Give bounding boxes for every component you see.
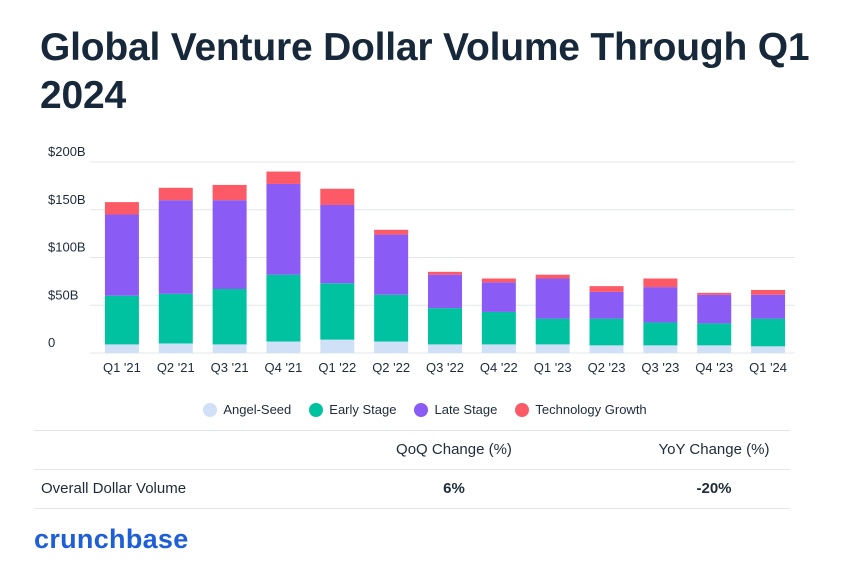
x-tick-label: Q3 '23 [641,360,679,375]
y-tick-label: $150B [48,192,86,207]
x-tick-label: Q1 '23 [534,360,572,375]
bar-segment [266,171,301,184]
x-tick-label: Q1 '21 [103,360,141,375]
bar-segment [428,344,462,353]
bar-segment [320,204,355,284]
y-tick-label: $100B [48,240,86,255]
table-header-row: QoQ Change (%) YoY Change (%) [34,430,790,469]
table-row: Overall Dollar Volume 6% -20% [34,469,790,509]
legend-swatch [515,402,530,417]
x-tick-label: Q1 '22 [318,360,356,375]
bar-segment [481,311,516,345]
bar-segment [212,200,247,290]
x-tick-label: Q3 '22 [426,360,464,375]
x-tick-label: Q3 '21 [211,360,249,375]
bar-segment [697,345,732,353]
x-tick-label: Q1 '24 [749,360,787,375]
legend-label: Angel-Seed [223,402,292,417]
bar-segment [751,289,786,295]
legend-swatch [309,402,324,417]
legend-item: Early Stage [309,402,396,417]
bar-segment [535,318,570,345]
legend-label: Late Stage [434,402,498,417]
bar-segment [266,183,301,275]
table-header-qoq: QoQ Change (%) [396,441,512,458]
table-row-qoq: 6% [443,480,465,497]
y-tick-label: $50B [48,287,78,302]
bar-segment [158,293,193,344]
bar-segment [428,308,462,345]
bar-segment [643,322,678,346]
bar-segment [589,345,624,353]
y-tick-label: 0 [48,335,55,350]
bar-segment [320,339,355,353]
x-tick-label: Q4 '23 [695,360,733,375]
bar-segment [374,229,409,235]
table-header-yoy: YoY Change (%) [658,441,770,458]
bar-segment [104,202,139,215]
y-tick-label: $200B [48,144,86,159]
bar-segment [643,345,678,353]
bar-segment [104,214,139,296]
bar-segment [751,294,786,319]
bar-segment [158,187,193,201]
bar-segment [697,294,732,324]
crunchbase-logo: crunchbase [34,524,189,554]
bar-segment [481,278,516,283]
x-tick-label: Q2 '22 [372,360,410,375]
legend: Angel-Seed Early Stage Late Stage Technolog… [0,402,850,417]
bar-segment [643,287,678,323]
bar-segment [320,283,355,340]
bar-segment [589,286,624,292]
legend-item: Technology Growth [515,402,647,417]
legend-swatch [203,402,218,417]
legend-swatch [414,402,429,417]
bar-segment [481,282,516,312]
table-row-label: Overall Dollar Volume [41,480,187,497]
bar-segment [751,318,786,347]
bar-segment [374,294,409,342]
bar-segment [104,344,139,353]
table-row-yoy: -20% [696,480,732,497]
legend-item: Angel-Seed [203,402,291,417]
x-tick-label: Q4 '21 [265,360,303,375]
bar-segment [212,289,247,345]
change-table: QoQ Change (%) YoY Change (%) Overall Do… [34,430,790,509]
bar-segment [428,271,462,275]
bar-segment [266,341,301,353]
bar-segment [374,234,409,295]
x-tick-label: Q2 '21 [157,360,195,375]
bar-segment [589,318,624,346]
bar-segment [535,274,570,279]
bar-segment [697,323,732,346]
bar-segment [643,278,678,288]
bar-segment [481,344,516,353]
x-tick-label: Q4 '22 [480,360,518,375]
bar-segment [535,278,570,319]
chart-title: Global Venture Dollar Volume Through Q1 … [40,26,810,117]
bar-segment [751,346,786,353]
bar-segment [158,343,193,353]
bar-segment [212,184,247,201]
bar-segment [104,295,139,345]
bar-segment [320,188,355,205]
bar-segment [266,274,301,342]
legend-label: Technology Growth [535,402,647,417]
bar-segment [535,344,570,353]
bar-segment [212,344,247,353]
bar-segment [374,341,409,353]
bar-segment [428,274,462,309]
bar-segment [589,291,624,319]
bar-chart: 0 $50B $100B $150B $200B Q1 '21 Q2 '21 Q3 '21 Q4… [48,144,795,375]
x-tick-label: Q2 '23 [588,360,626,375]
legend-item: Late Stage [414,402,497,417]
bar-segment [697,292,732,295]
bar-segment [158,200,193,294]
legend-label: Early Stage [329,402,397,417]
